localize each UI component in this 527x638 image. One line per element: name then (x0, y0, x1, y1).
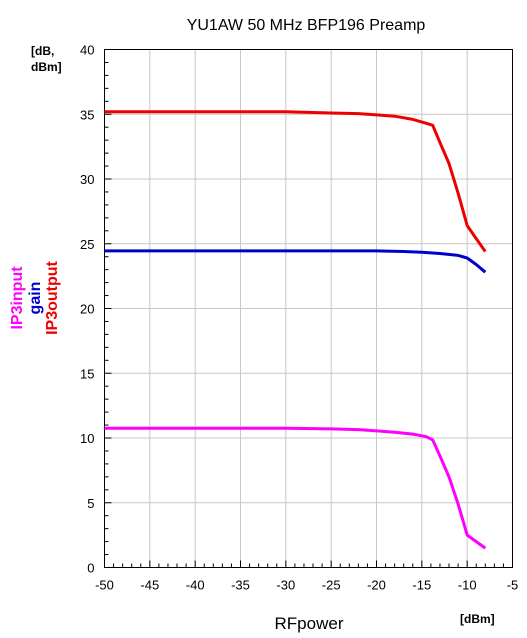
x-tick-label: -35 (231, 578, 250, 593)
x-tick-label: -30 (276, 578, 295, 593)
y-tick-label: 15 (80, 366, 94, 381)
chart-title: YU1AW 50 MHz BFP196 Preamp (187, 17, 426, 34)
series-line-ip3output (104, 110, 487, 253)
series-line-gain (104, 249, 487, 274)
x-tick-label: -45 (140, 578, 159, 593)
y-tick-label: 20 (80, 302, 94, 317)
x-tick-label: -50 (95, 578, 114, 593)
y-unit-line2: dBm] (31, 60, 62, 74)
legend-label-ip3input: IP3input (9, 266, 26, 330)
y-tick-label: 10 (80, 431, 94, 446)
y-tick-label: 25 (80, 237, 94, 252)
legend-label-gain: gain (27, 282, 44, 315)
y-tick-label: 0 (87, 561, 94, 576)
legend-label-ip3output: IP3output (44, 260, 61, 334)
series-labels: IP3input gain IP3output (9, 260, 61, 334)
ticks: -50 -45 -40 -35 -30 -25 -20 -15 -10 -505101520253… (80, 43, 518, 593)
x-tick-label: -10 (458, 578, 477, 593)
y-tick-label: 35 (80, 107, 94, 122)
x-tick-label: -15 (412, 578, 431, 593)
x-tick-label: -5 (507, 578, 519, 593)
y-tick-label: 40 (80, 43, 94, 58)
series-line-ip3input (104, 426, 487, 550)
y-unit-line1: [dB, (31, 44, 54, 58)
x-tick-label: -40 (186, 578, 205, 593)
x-unit: [dBm] (460, 612, 495, 626)
grid (104, 49, 513, 568)
y-tick-label: 30 (80, 172, 94, 187)
y-tick-label: 5 (87, 496, 94, 511)
x-axis-label: RFpower (275, 614, 344, 633)
series-lines (104, 110, 487, 550)
x-tick-label: -20 (367, 578, 386, 593)
x-tick-label: -25 (322, 578, 341, 593)
